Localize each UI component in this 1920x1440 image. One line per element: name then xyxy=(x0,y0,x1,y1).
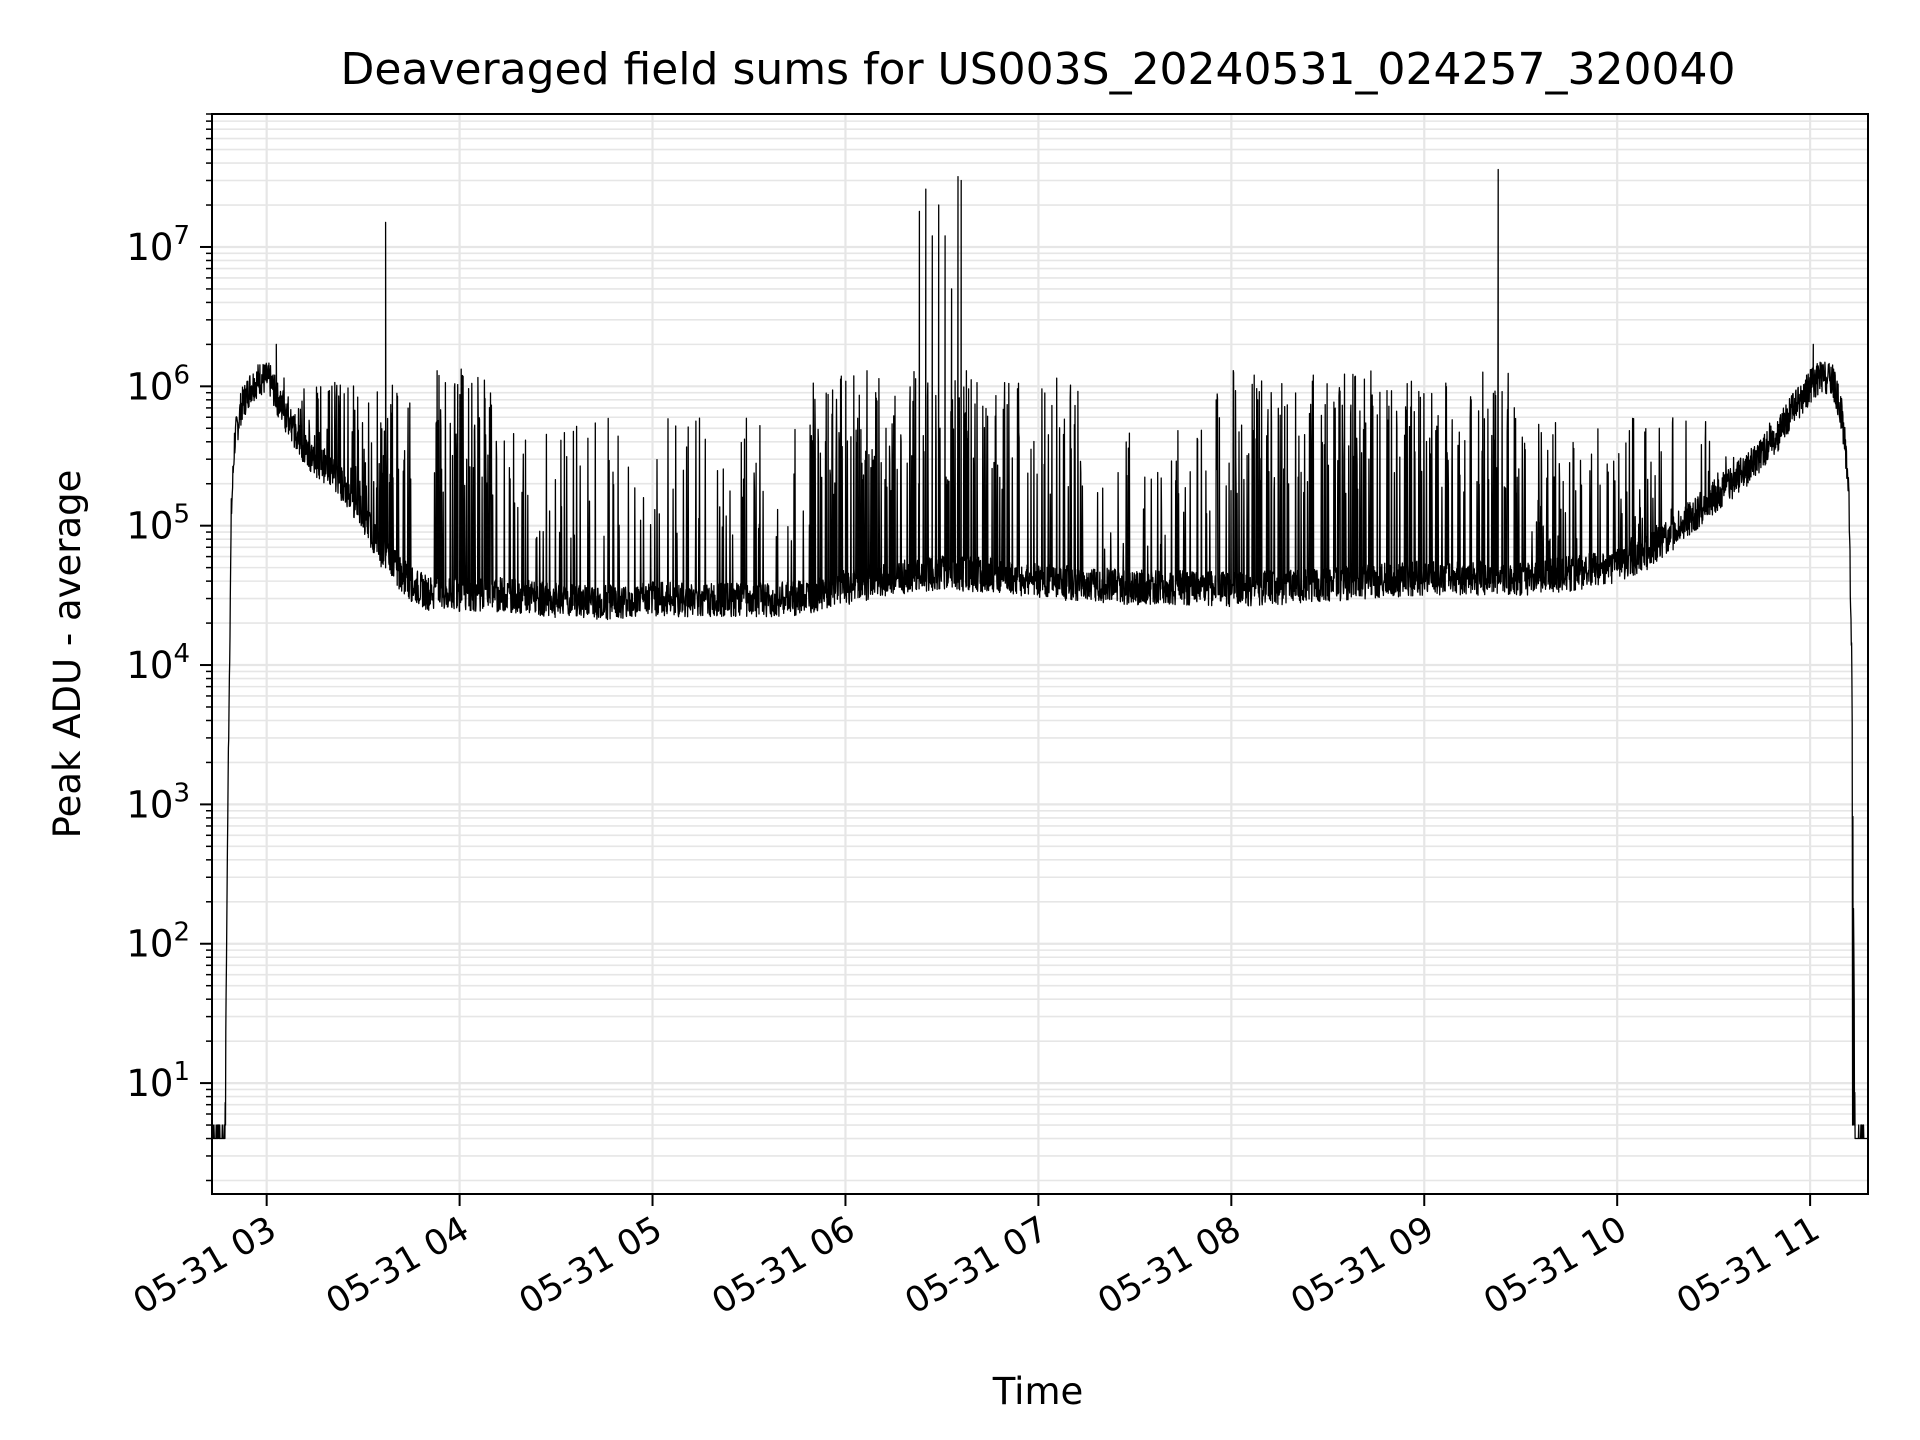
y-tick-label: 106 xyxy=(126,360,190,408)
y-axis-label: Peak ADU - average xyxy=(46,470,89,839)
chart-title: Deaveraged field sums for US003S_2024053… xyxy=(341,44,1736,95)
x-axis-label: Time xyxy=(992,1370,1084,1413)
series-line xyxy=(211,168,1869,1140)
y-tick-label: 103 xyxy=(126,778,190,826)
y-axis: 101 102 103 104 105 106 107 xyxy=(126,113,212,1182)
y-tick-label: 105 xyxy=(126,500,190,548)
y-tick-label: 107 xyxy=(126,221,190,269)
data-layer xyxy=(211,168,1869,1140)
y-tick-label: 101 xyxy=(126,1057,190,1105)
grid xyxy=(212,113,1868,1194)
y-tick-label: 104 xyxy=(126,639,190,687)
plot-area-frame xyxy=(211,113,1869,1195)
y-tick-label: 102 xyxy=(126,918,190,966)
